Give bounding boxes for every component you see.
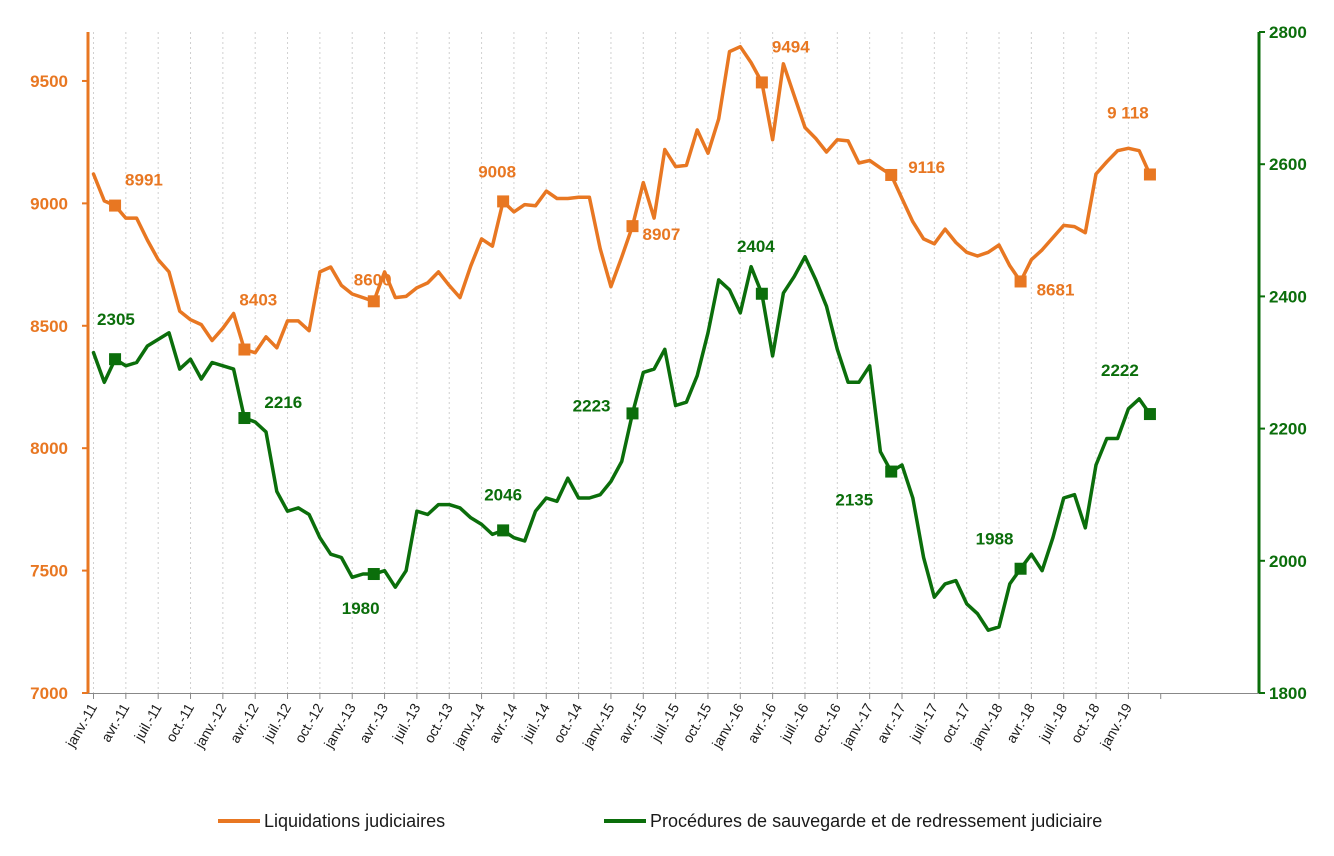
x-tick-label: oct.-12 [291, 700, 326, 745]
y-right-tick-label: 2200 [1269, 420, 1307, 439]
x-tick-label: avr.-12 [227, 700, 262, 745]
x-tick-label: janv.-14 [449, 700, 488, 751]
data-label-liquidations: 9 118 [1107, 103, 1149, 122]
data-point-marker-procedures [885, 465, 898, 478]
data-label-procedures: 1988 [976, 530, 1014, 549]
series-line-procedures [91, 254, 1152, 632]
data-point-marker-procedures [238, 412, 251, 425]
x-tick-label: juil.-16 [777, 700, 812, 745]
legend-swatch-liquidations [218, 819, 260, 823]
legend-label-liquidations: Liquidations judiciaires [264, 810, 446, 831]
x-tick-label: avr.-18 [1003, 700, 1038, 745]
x-tick-label: janv.-12 [191, 700, 230, 751]
data-label-liquidations: 9494 [772, 37, 810, 56]
data-point-marker-procedures [1014, 562, 1027, 575]
data-label-liquidations: 8681 [1037, 280, 1075, 299]
data-label-procedures: 2222 [1101, 361, 1139, 380]
data-point-marker-liquidations [238, 343, 251, 356]
series-line-liquidations [91, 44, 1152, 355]
x-tick-label: juil.-11 [130, 700, 165, 744]
data-point-marker-liquidations [755, 76, 768, 89]
data-label-procedures: 1980 [342, 599, 380, 618]
data-point-marker-liquidations [1143, 168, 1156, 181]
data-label-liquidations: 8907 [643, 225, 681, 244]
data-label-liquidations: 8403 [239, 291, 277, 310]
x-tick-label: avr.-16 [744, 700, 779, 745]
data-point-marker-procedures [109, 353, 122, 366]
label-layer: 8991 8403 8600 9008 8907 9494 9116 8681 9 118 230… [97, 37, 1149, 618]
data-label-procedures: 2305 [97, 310, 135, 329]
x-tick-label: janv.-16 [708, 700, 747, 751]
data-point-marker-liquidations [367, 295, 380, 308]
data-point-marker-procedures [497, 524, 510, 537]
y-left-tick-label: 7500 [30, 562, 68, 581]
data-point-marker-procedures [1143, 408, 1156, 421]
data-point-marker-liquidations [885, 168, 898, 181]
x-tick-label: avr.-17 [873, 700, 908, 745]
legend-label-procedures: Procédures de sauvegarde et de redressem… [650, 810, 1103, 831]
x-tick-label: avr.-13 [356, 700, 391, 745]
data-point-marker-liquidations [497, 195, 510, 208]
x-tick-label: oct.-16 [809, 700, 844, 745]
data-point-marker-procedures [755, 287, 768, 300]
legend-item-procedures: Procédures de sauvegarde et de redressem… [604, 808, 1102, 834]
data-point-marker-liquidations [626, 220, 639, 233]
x-tick-label: juil.-18 [1035, 700, 1070, 745]
data-label-procedures: 2216 [264, 393, 302, 412]
x-tick-label: avr.-11 [98, 700, 133, 744]
data-label-procedures: 2404 [737, 237, 775, 256]
x-tick-label: avr.-15 [615, 700, 650, 745]
y-right-tick-label: 2800 [1269, 23, 1307, 42]
data-label-procedures: 2046 [484, 485, 522, 504]
x-tick-label: avr.-14 [485, 700, 520, 745]
data-label-liquidations: 8991 [125, 171, 163, 190]
x-tick-label: janv.-13 [320, 700, 359, 751]
axis-layer: janv.-11avr.-11juil.-11oct.-11janv.-12av… [30, 23, 1307, 752]
data-label-procedures: 2135 [835, 491, 873, 510]
y-left-tick-label: 9500 [30, 72, 68, 91]
y-right-tick-label: 2400 [1269, 287, 1307, 306]
x-tick-label: juil.-15 [647, 700, 682, 745]
legend-swatch-procedures [604, 819, 646, 823]
grid-layer [93, 32, 1129, 693]
data-point-marker-liquidations [109, 199, 122, 212]
data-point-marker-procedures [367, 568, 380, 581]
x-tick-label: janv.-18 [967, 700, 1006, 751]
data-point-marker-procedures [626, 407, 639, 420]
x-tick-label: oct.-15 [679, 700, 714, 745]
data-label-liquidations: 9116 [908, 158, 945, 177]
x-tick-label: oct.-13 [421, 700, 456, 745]
y-left-tick-label: 8000 [30, 439, 68, 458]
data-label-liquidations: 9008 [478, 162, 516, 181]
x-tick-label: janv.-15 [579, 700, 618, 751]
x-tick-label: juil.-14 [518, 700, 553, 745]
x-tick-label: oct.-17 [938, 700, 973, 745]
x-tick-label: oct.-14 [550, 700, 585, 745]
x-tick-label: juil.-17 [906, 700, 941, 745]
y-left-tick-label: 7000 [30, 684, 68, 703]
y-left-tick-label: 8500 [30, 317, 68, 336]
legend-item-liquidations: Liquidations judiciaires [218, 808, 445, 834]
series-layer [91, 44, 1156, 632]
y-right-tick-label: 2000 [1269, 552, 1307, 571]
data-label-liquidations: 8600 [354, 270, 392, 289]
x-tick-label: oct.-11 [162, 700, 197, 744]
x-tick-label: janv.-17 [838, 700, 877, 751]
data-label-procedures: 2223 [573, 396, 611, 415]
x-tick-label: janv.-11 [62, 700, 100, 750]
y-right-tick-label: 2600 [1269, 155, 1307, 174]
y-right-tick-label: 1800 [1269, 684, 1307, 703]
data-point-marker-liquidations [1014, 275, 1027, 288]
x-tick-label: juil.-13 [389, 700, 424, 745]
x-tick-label: juil.-12 [259, 700, 294, 745]
x-tick-label: oct.-18 [1067, 700, 1102, 745]
x-tick-label: janv.-19 [1096, 700, 1135, 751]
y-left-tick-label: 9000 [30, 194, 68, 213]
